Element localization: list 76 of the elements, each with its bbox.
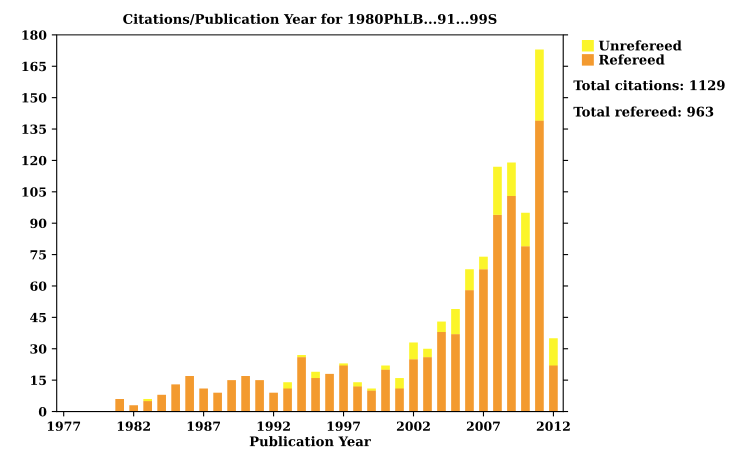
bar (353, 386, 362, 412)
x-tick-label: 1977 (48, 421, 80, 431)
x-tick-label: 2002 (396, 421, 430, 431)
bar (465, 290, 474, 412)
bar (129, 405, 138, 412)
bar (465, 269, 474, 290)
x-tick-label: 1987 (188, 421, 220, 431)
bar (395, 388, 404, 412)
x-axis-title: Publication Year (250, 436, 371, 446)
bar (157, 394, 166, 412)
bar (227, 380, 236, 412)
bar (549, 365, 558, 412)
y-tick-label: 180 (22, 30, 46, 40)
bar (549, 338, 558, 366)
legend-label: Unrefereed (598, 40, 682, 51)
bar (353, 382, 362, 386)
chart-title: Citations/Publication Year for 1980PhLB...91...99S (123, 14, 496, 25)
bar (423, 348, 432, 358)
bar (143, 401, 152, 412)
bar (479, 269, 488, 412)
bar (451, 308, 460, 334)
bar (521, 246, 530, 412)
bar (409, 359, 418, 412)
y-tick-label: 150 (22, 93, 46, 103)
x-tick-label: 2007 (466, 421, 500, 431)
text: Total citations: 1129 (574, 80, 725, 90)
x-tick-label: 1997 (328, 421, 360, 431)
bar (493, 214, 502, 412)
bar (395, 378, 404, 389)
y-tick-label: 45 (30, 312, 46, 322)
bar (451, 334, 460, 412)
bar (535, 120, 544, 412)
bar (311, 378, 320, 412)
bar (199, 388, 208, 412)
text: Total refereed: 963 (574, 106, 714, 117)
bar (493, 166, 502, 215)
bar (143, 398, 152, 402)
y-tick-label: 105 (22, 187, 46, 197)
bar (241, 376, 250, 412)
y-tick-label: 165 (22, 62, 46, 72)
bar (423, 357, 432, 412)
y-tick-label: 135 (22, 124, 46, 134)
bar (283, 382, 292, 389)
y-tick-label: 75 (30, 250, 46, 260)
bar (507, 196, 516, 412)
bar (507, 162, 516, 196)
y-tick-label: 90 (30, 218, 46, 228)
bar (535, 50, 544, 121)
bar (213, 392, 222, 412)
x-tick-label: 1982 (118, 421, 150, 431)
bar (437, 332, 446, 412)
bar (381, 370, 390, 412)
bar (311, 372, 320, 378)
y-tick-label: 30 (30, 344, 46, 354)
y-tick-label: 15 (31, 376, 46, 386)
y-tick-label: 120 (22, 156, 46, 166)
bar (283, 388, 292, 412)
bar (367, 390, 376, 412)
y-tick-label: 0 (38, 406, 46, 416)
bar (185, 376, 194, 412)
bar (381, 365, 390, 370)
bar (255, 380, 264, 412)
x-tick-label: 1992 (258, 421, 290, 431)
bar (115, 398, 124, 412)
bar (437, 322, 446, 332)
legend-label: Refereed (599, 54, 665, 65)
bar (297, 357, 306, 412)
y-tick-label: 60 (30, 281, 46, 291)
bar (479, 256, 488, 270)
bar (409, 342, 418, 360)
bar (339, 365, 348, 412)
bar (325, 374, 334, 412)
bar (269, 392, 278, 412)
bar (521, 212, 530, 246)
x-tick-label: 2012 (536, 421, 570, 431)
bar (171, 384, 180, 412)
